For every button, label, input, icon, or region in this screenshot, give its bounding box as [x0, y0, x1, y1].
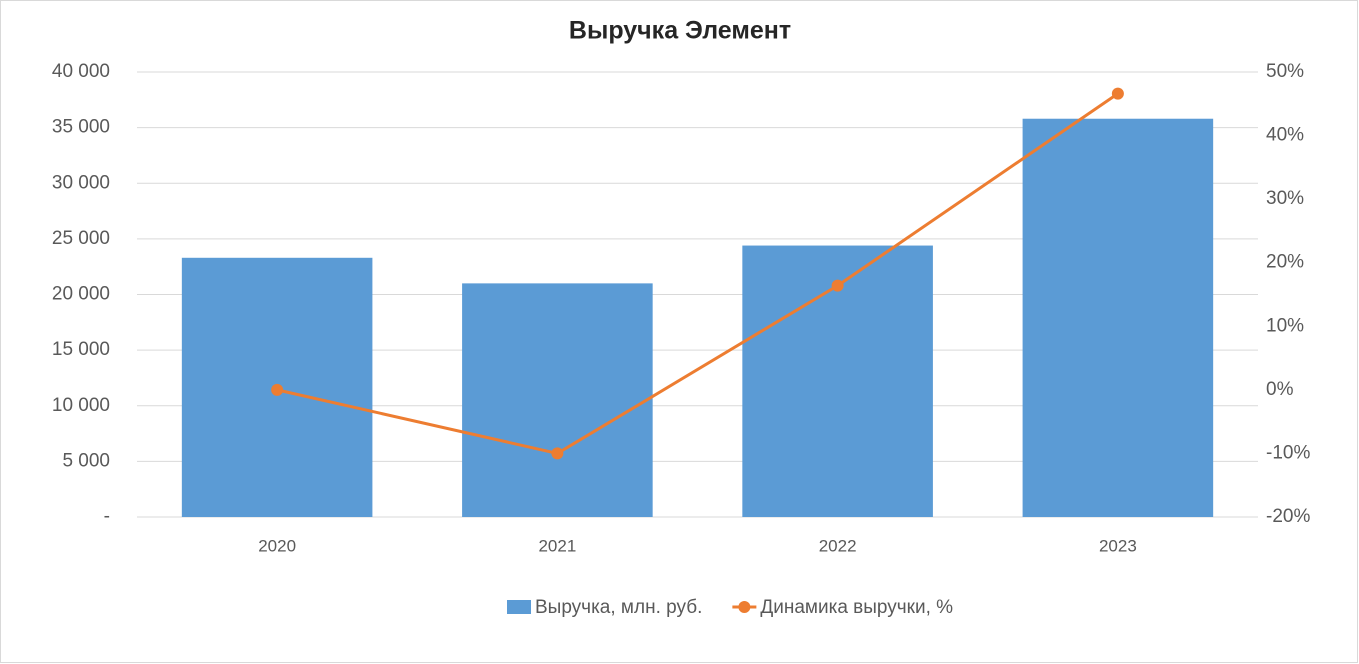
y-tick-label: 25 000 — [52, 228, 110, 249]
legend-label: Выручка, млн. руб. — [535, 597, 702, 618]
y2-tick-label: -10% — [1266, 442, 1310, 463]
y-tick-label: 40 000 — [52, 61, 110, 82]
x-tick-label: 2023 — [1099, 536, 1137, 555]
legend-label: Динамика выручки, % — [760, 597, 953, 618]
y2-tick-label: 30% — [1266, 188, 1304, 209]
y-tick-label: 20 000 — [52, 284, 110, 305]
line-marker — [1111, 87, 1124, 100]
y2-tick-label: 10% — [1266, 315, 1304, 336]
y2-tick-label: 20% — [1266, 252, 1304, 273]
y2-tick-label: 40% — [1266, 125, 1304, 146]
y-tick-label: 30 000 — [52, 172, 110, 193]
legend-swatch — [738, 601, 751, 613]
y-tick-label: - — [104, 506, 110, 527]
x-tick-label: 2022 — [819, 536, 857, 555]
line-marker — [551, 447, 564, 460]
chart-title: Выручка Элемент — [569, 17, 791, 45]
y2-tick-label: -20% — [1266, 506, 1310, 527]
bar — [462, 283, 653, 517]
y-tick-label: 15 000 — [52, 339, 110, 360]
line — [276, 92, 1119, 456]
y-tick-label: 5 000 — [62, 450, 110, 471]
y2-tick-label: 0% — [1266, 379, 1294, 400]
y2-tick-label: 50% — [1266, 61, 1304, 82]
line-marker — [271, 383, 284, 396]
x-tick-label: 2021 — [538, 536, 576, 555]
legend-swatch — [507, 600, 531, 614]
bar — [1022, 118, 1214, 517]
y-tick-label: 35 000 — [52, 117, 110, 138]
y-tick-label: 10 000 — [52, 395, 110, 416]
line-marker — [831, 279, 844, 292]
x-tick-label: 2020 — [258, 536, 296, 555]
